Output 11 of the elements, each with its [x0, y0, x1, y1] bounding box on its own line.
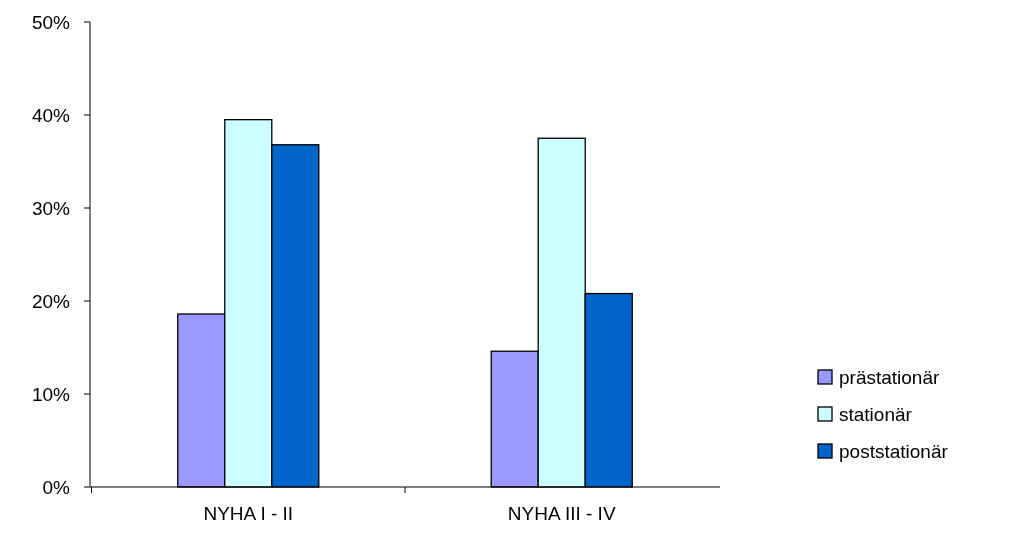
y-tick-label: 40%: [31, 104, 71, 126]
y-tick-label: 50%: [31, 11, 71, 33]
x-tick-label: NYHA I - II: [203, 503, 294, 524]
legend-label: poststationär: [839, 440, 949, 462]
x-tick-label: NYHA III - IV: [507, 503, 616, 524]
y-tick-label: 10%: [31, 383, 71, 405]
y-tick-label: 0%: [42, 476, 71, 498]
legend-label: prästationär: [839, 366, 941, 388]
legend-label: stationär: [839, 403, 913, 425]
y-tick-label: 30%: [31, 197, 71, 219]
y-tick-label: 20%: [31, 290, 71, 312]
